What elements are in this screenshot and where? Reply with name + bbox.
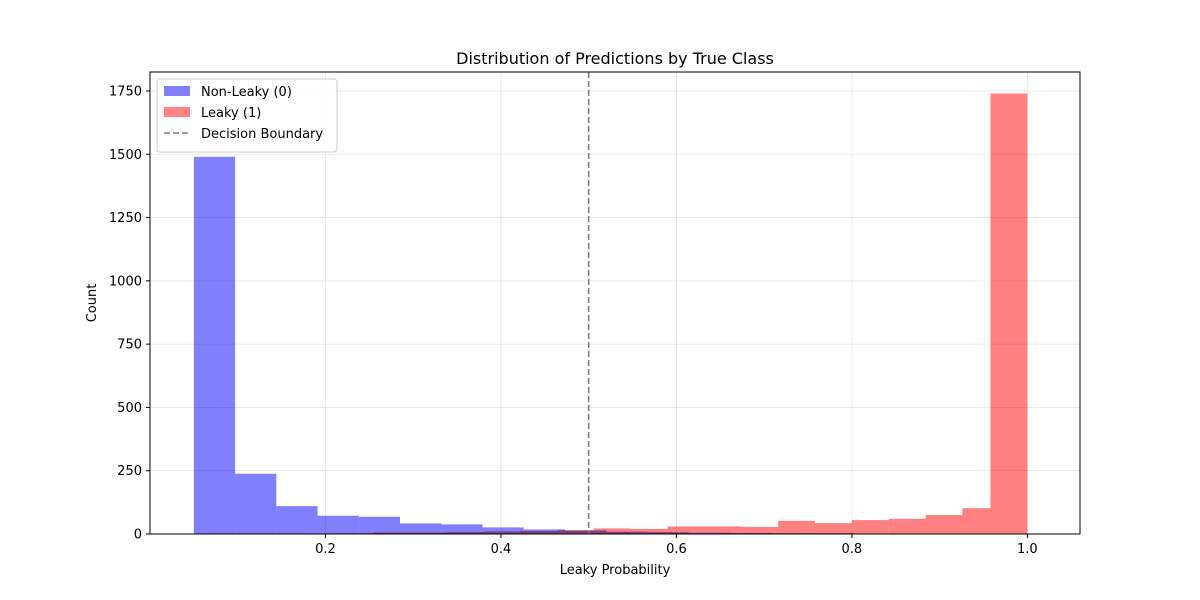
histogram-bar — [851, 520, 889, 534]
x-tick-label: 0.6 — [666, 542, 687, 557]
histogram-bar — [358, 516, 401, 534]
histogram-bar — [446, 531, 484, 534]
histogram-bar — [276, 506, 318, 534]
plot-frame — [149, 71, 1081, 535]
y-tick-label: 1750 — [109, 84, 142, 99]
y-axis-label: Count — [85, 284, 100, 323]
histogram-bar — [557, 530, 594, 534]
x-tick-label: 0.4 — [491, 542, 512, 557]
histogram-bar — [630, 528, 668, 534]
chart-title: Distribution of Predictions by True Clas… — [456, 49, 774, 68]
histogram-bar — [409, 532, 447, 534]
y-tick-label: 500 — [117, 401, 142, 416]
legend-label: Non-Leaky (0) — [201, 85, 292, 100]
y-tick-label: 250 — [117, 464, 142, 479]
histogram-bar — [441, 524, 483, 534]
grid-lines — [150, 72, 1080, 535]
y-tick-label: 0 — [134, 528, 142, 543]
histogram-bar — [482, 527, 524, 534]
histogram-bars — [193, 93, 1028, 534]
histogram-bar — [778, 520, 816, 534]
histogram-bar — [317, 515, 359, 534]
y-tick-label: 1500 — [109, 148, 142, 163]
y-tick-label: 1000 — [109, 274, 142, 289]
x-tick-label: 1.0 — [1017, 542, 1038, 557]
y-tick-label: 750 — [117, 338, 142, 353]
histogram-bar — [741, 526, 779, 534]
y-axis-ticks: 0 250 500 750 1000 1250 1500 1750 — [109, 84, 150, 543]
histogram-bar — [962, 508, 991, 534]
histogram-bar — [815, 523, 852, 534]
histogram-bar — [193, 156, 236, 534]
legend-swatch — [164, 107, 190, 117]
legend-label: Decision Boundary — [201, 127, 323, 142]
legend-label: Leaky (1) — [201, 106, 261, 121]
legend-swatch — [164, 86, 190, 96]
x-axis-label: Leaky Probability — [560, 563, 671, 578]
series-0-bars — [193, 156, 1019, 534]
x-tick-label: 0.2 — [315, 542, 336, 557]
histogram-bar — [483, 531, 521, 534]
histogram-bar — [400, 523, 442, 534]
histogram-bar — [704, 526, 742, 534]
histogram-bar — [235, 473, 277, 534]
histogram-bar — [990, 93, 1028, 534]
series-1-bars — [299, 93, 1028, 534]
legend-box — [156, 78, 338, 153]
x-axis-ticks: 0.2 0.4 0.6 0.8 1.0 — [315, 534, 1038, 557]
histogram-bar — [888, 518, 926, 534]
legend: Non-Leaky (0) Leaky (1) Decision Boundary — [156, 78, 338, 153]
histogram-bar — [593, 528, 631, 534]
y-tick-label: 1250 — [109, 211, 142, 226]
histogram-bar — [667, 526, 705, 534]
histogram-bar — [372, 532, 410, 534]
histogram-bar — [925, 515, 963, 534]
histogram-bar — [520, 530, 558, 534]
x-tick-label: 0.8 — [842, 542, 863, 557]
